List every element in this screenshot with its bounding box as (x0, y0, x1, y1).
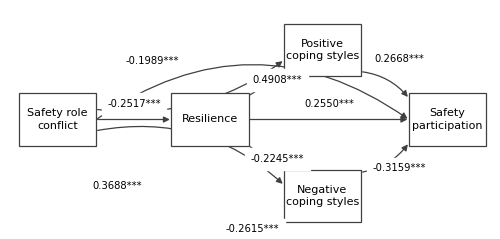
FancyBboxPatch shape (284, 170, 361, 222)
FancyBboxPatch shape (19, 93, 96, 146)
Text: Negative
coping styles: Negative coping styles (286, 185, 359, 207)
FancyBboxPatch shape (409, 93, 486, 146)
Text: Positive
coping styles: Positive coping styles (286, 39, 359, 61)
Text: Safety role
conflict: Safety role conflict (27, 108, 88, 131)
Text: Safety
participation: Safety participation (412, 108, 483, 131)
Text: -0.3159***: -0.3159*** (372, 163, 426, 174)
Text: Resilience: Resilience (182, 114, 238, 125)
Text: -0.2245***: -0.2245*** (251, 154, 304, 164)
FancyBboxPatch shape (284, 24, 361, 76)
Text: 0.2550***: 0.2550*** (304, 99, 354, 109)
FancyBboxPatch shape (171, 93, 248, 146)
Text: 0.3688***: 0.3688*** (92, 181, 142, 191)
Text: 0.2668***: 0.2668*** (374, 54, 424, 64)
Text: -0.2517***: -0.2517*** (107, 99, 161, 109)
Text: 0.4908***: 0.4908*** (252, 75, 302, 85)
Text: -0.2615***: -0.2615*** (226, 224, 280, 234)
Text: -0.1989***: -0.1989*** (126, 56, 179, 66)
